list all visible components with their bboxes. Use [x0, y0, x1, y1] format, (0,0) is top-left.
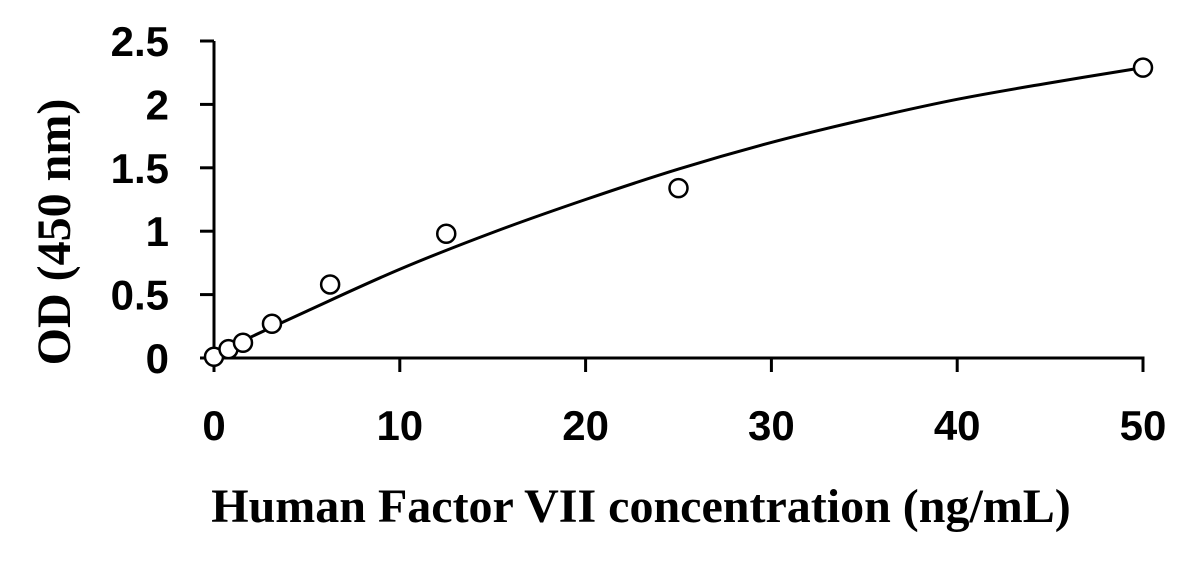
x-axis-ticks: 0 10 20 30 40 50	[202, 358, 1166, 449]
data-point	[668, 177, 689, 199]
x-tick-label: 0	[202, 402, 225, 449]
x-tick-label: 50	[1120, 402, 1167, 449]
y-tick-label: 2	[146, 81, 169, 128]
x-tick-label: 30	[748, 402, 795, 449]
y-tick-label: 0	[146, 335, 169, 382]
y-tick-label: 1	[146, 208, 169, 255]
x-tick-label: 40	[934, 402, 981, 449]
y-axis-ticks: 0 0.5 1 1.5 2 2.5	[111, 18, 214, 382]
data-point	[436, 223, 457, 244]
fit-curve	[213, 66, 1144, 356]
axes	[212, 41, 1145, 360]
data-point	[232, 332, 254, 354]
data-point	[1132, 57, 1154, 78]
y-tick-label: 1.5	[111, 145, 169, 192]
y-tick-label: 2.5	[111, 18, 169, 65]
data-point	[261, 313, 283, 335]
data-points	[203, 57, 1154, 367]
y-axis-title: OD (450 nm)	[28, 99, 81, 366]
y-tick-label: 0.5	[111, 272, 169, 319]
x-tick-label: 20	[562, 402, 609, 449]
data-point	[319, 274, 341, 295]
x-tick-label: 10	[376, 402, 423, 449]
x-axis-title: Human Factor VII concentration (ng/mL)	[211, 480, 1071, 533]
